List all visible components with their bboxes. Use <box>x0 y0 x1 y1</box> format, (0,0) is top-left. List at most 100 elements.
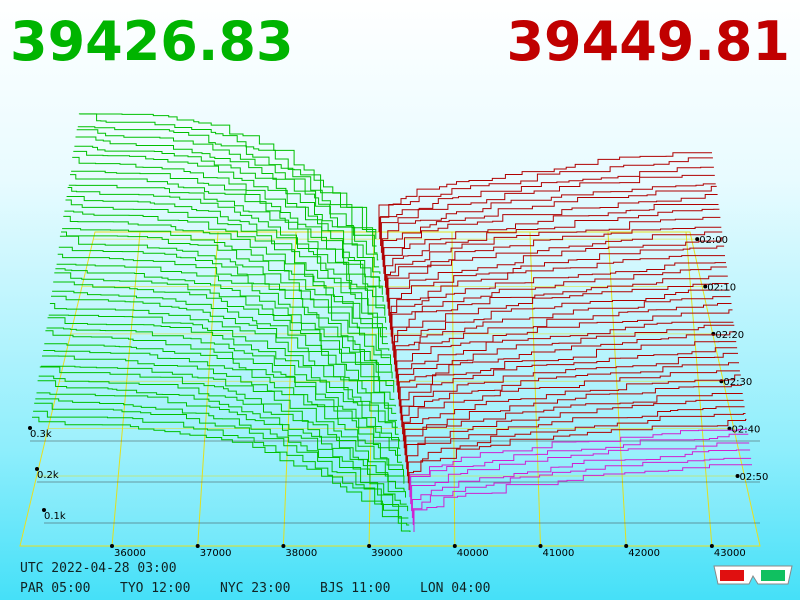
price-grid-line <box>607 231 627 547</box>
ask-depth-line <box>397 321 734 393</box>
bid-depth-line <box>72 156 381 282</box>
ask-depth-line <box>402 362 739 435</box>
price-tick <box>709 544 714 548</box>
ask-depth-line <box>409 428 748 498</box>
ask-depth-line <box>385 208 720 288</box>
bid-depth-line <box>40 365 404 477</box>
bid-depth-line <box>36 392 407 505</box>
city-clock: LON 04:00 <box>420 581 490 596</box>
bid-depth-line <box>66 196 386 316</box>
volume-label: 0.3k <box>30 429 52 440</box>
ask-depth-line <box>401 352 738 428</box>
bid-price: 39426.83 <box>10 10 294 73</box>
price-label: 40000 <box>457 548 489 559</box>
bid-depth-line <box>68 184 384 302</box>
bid-depth-line <box>46 327 400 442</box>
bid-depth-line <box>62 228 388 345</box>
ask-depth-line <box>403 374 741 449</box>
ask-depth-line <box>410 433 749 505</box>
bid-depth-line <box>76 129 378 254</box>
bid-depth-line <box>51 295 397 414</box>
bid-depth-line <box>64 210 387 330</box>
price-tick <box>367 544 372 548</box>
ask-depth-line <box>404 384 742 456</box>
utc-time: UTC 2022-04-28 03:00 <box>20 561 177 576</box>
city-clock: NYC 23:00 <box>220 581 290 596</box>
time-label: 02:10 <box>707 282 736 293</box>
ask-depth-line <box>396 309 733 386</box>
price-grid-line <box>111 231 141 547</box>
ask-depth-line <box>406 399 744 470</box>
ask-depth-line <box>400 347 738 421</box>
time-label: 02:00 <box>699 235 728 246</box>
ask-depth-line <box>392 275 728 351</box>
ask-depth-line <box>390 262 726 337</box>
price-grid-line <box>529 231 541 547</box>
bid-depth-line <box>65 199 387 323</box>
time-label: 02:20 <box>715 330 744 341</box>
ask-depth-line <box>402 370 740 442</box>
bid-depth-line <box>78 113 377 239</box>
glasses-icon <box>713 565 793 585</box>
bid-depth-line <box>49 303 397 421</box>
bid-depth-line <box>63 215 388 338</box>
bid-depth-line <box>48 314 398 428</box>
depth-surface <box>32 113 752 532</box>
bid-depth-line <box>37 380 406 498</box>
ask-depth-line <box>399 341 737 414</box>
ask-depth-line <box>391 266 727 344</box>
price-label: 38000 <box>285 548 317 559</box>
price-tick <box>281 544 286 548</box>
time-label: 02:50 <box>740 472 769 483</box>
bid-depth-line <box>57 253 392 372</box>
price-label: 41000 <box>543 548 575 559</box>
bid-depth-line <box>52 290 396 407</box>
bid-depth-line <box>43 350 402 463</box>
bid-depth-line <box>59 235 390 359</box>
ask-depth-line <box>407 413 746 484</box>
time-label: 02:40 <box>731 425 760 436</box>
price-label: 37000 <box>200 548 232 559</box>
price-tick <box>452 544 457 548</box>
price-grid-line <box>368 231 375 547</box>
bid-depth-line <box>74 145 380 268</box>
price-label: 43000 <box>714 548 746 559</box>
ask-depth-line <box>411 449 751 518</box>
bid-depth-line <box>55 268 393 386</box>
ask-depth-line <box>382 185 717 267</box>
ask-depth-line <box>393 283 729 358</box>
ask-depth-line <box>387 231 723 309</box>
axis-labels: 36000 37000 38000 39000 40000 41000 42000 43000… <box>30 235 768 559</box>
time-tick <box>695 237 700 242</box>
ask-depth-line <box>380 166 714 246</box>
ask-depth-line <box>395 303 732 379</box>
price-grid-line <box>282 231 297 547</box>
ask-depth-line <box>381 183 716 260</box>
price-tick <box>110 544 114 548</box>
ask-depth-line <box>398 324 735 400</box>
bid-depth-line <box>34 402 409 519</box>
bid-depth-line <box>58 246 391 365</box>
price-tick <box>624 544 629 548</box>
bid-depth-line <box>67 187 385 309</box>
bid-depth-line <box>61 231 390 351</box>
ask-depth-line <box>412 457 752 525</box>
bid-depth-line <box>75 136 379 261</box>
price-tick <box>538 544 543 548</box>
city-clock: TYO 12:00 <box>120 581 190 596</box>
bid-depth-line <box>47 317 399 435</box>
volume-tick <box>35 467 39 471</box>
ask-depth-line <box>405 393 743 463</box>
price-grid-line <box>197 231 219 547</box>
price-label: 39000 <box>371 548 403 559</box>
city-clock: PAR 05:00 <box>20 581 90 596</box>
price-tick <box>195 544 200 548</box>
bid-depth-line <box>39 366 405 484</box>
bid-depth-line <box>70 174 383 295</box>
ask-depth-line <box>383 194 718 274</box>
bid-depth-line <box>80 113 376 233</box>
ask-depth-line <box>394 289 730 365</box>
bid-depth-line <box>54 272 395 393</box>
